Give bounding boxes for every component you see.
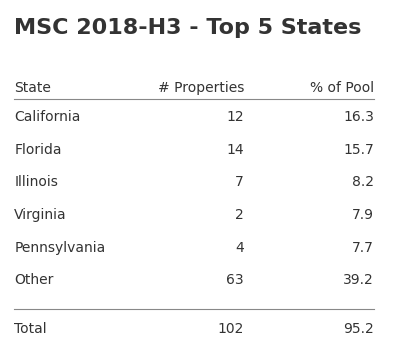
- Text: 15.7: 15.7: [343, 143, 374, 157]
- Text: 63: 63: [226, 273, 244, 287]
- Text: 16.3: 16.3: [343, 110, 374, 124]
- Text: 7: 7: [235, 175, 244, 189]
- Text: Other: Other: [14, 273, 54, 287]
- Text: 7.9: 7.9: [352, 208, 374, 222]
- Text: 95.2: 95.2: [343, 321, 374, 336]
- Text: Virginia: Virginia: [14, 208, 67, 222]
- Text: Illinois: Illinois: [14, 175, 58, 189]
- Text: % of Pool: % of Pool: [310, 81, 374, 94]
- Text: Florida: Florida: [14, 143, 62, 157]
- Text: 12: 12: [226, 110, 244, 124]
- Text: Pennsylvania: Pennsylvania: [14, 241, 105, 255]
- Text: 8.2: 8.2: [352, 175, 374, 189]
- Text: MSC 2018-H3 - Top 5 States: MSC 2018-H3 - Top 5 States: [14, 18, 362, 38]
- Text: 39.2: 39.2: [343, 273, 374, 287]
- Text: California: California: [14, 110, 81, 124]
- Text: 4: 4: [235, 241, 244, 255]
- Text: # Properties: # Properties: [158, 81, 244, 94]
- Text: 102: 102: [218, 321, 244, 336]
- Text: 14: 14: [226, 143, 244, 157]
- Text: 7.7: 7.7: [352, 241, 374, 255]
- Text: Total: Total: [14, 321, 47, 336]
- Text: State: State: [14, 81, 51, 94]
- Text: 2: 2: [235, 208, 244, 222]
